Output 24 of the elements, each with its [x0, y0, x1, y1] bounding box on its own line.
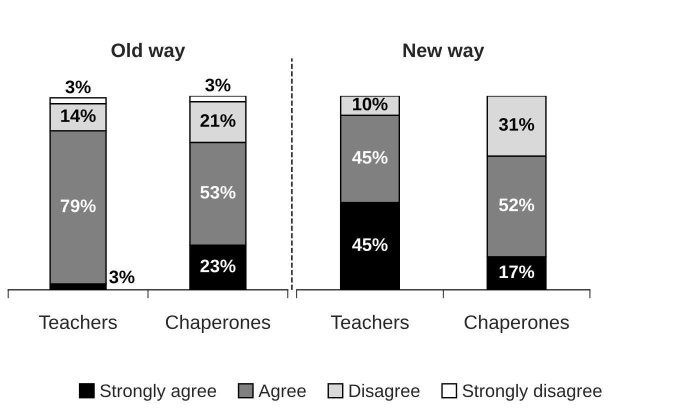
- data-label: 10%: [353, 98, 388, 110]
- x-tick-label: Teachers: [39, 314, 117, 330]
- data-label: 45%: [352, 151, 388, 164]
- data-label: 3%: [65, 80, 91, 94]
- chart-title: Old way: [112, 42, 186, 62]
- data-label: 3%: [205, 78, 230, 92]
- legend-label: Agree: [258, 384, 306, 401]
- data-label: 79%: [60, 199, 96, 212]
- data-label: 23%: [200, 260, 236, 272]
- x-tick-label: Chaperones: [166, 314, 270, 333]
- x-tick-label: Chaperones: [464, 314, 569, 333]
- data-label: 53%: [200, 186, 236, 199]
- data-label: 21%: [200, 114, 236, 127]
- chart-title: New way: [404, 44, 484, 62]
- legend-label: Strongly disagree: [462, 384, 602, 401]
- legend-label: Strongly agree: [100, 384, 216, 401]
- data-label: 17%: [500, 265, 534, 278]
- legend-label: Disagree: [350, 384, 420, 401]
- data-label: 3%: [109, 270, 134, 284]
- data-label: 14%: [61, 109, 96, 122]
- data-label: 45%: [352, 238, 388, 252]
- data-label: 52%: [499, 198, 534, 212]
- x-tick-label: Teachers: [330, 314, 409, 330]
- data-label: 31%: [498, 118, 534, 131]
